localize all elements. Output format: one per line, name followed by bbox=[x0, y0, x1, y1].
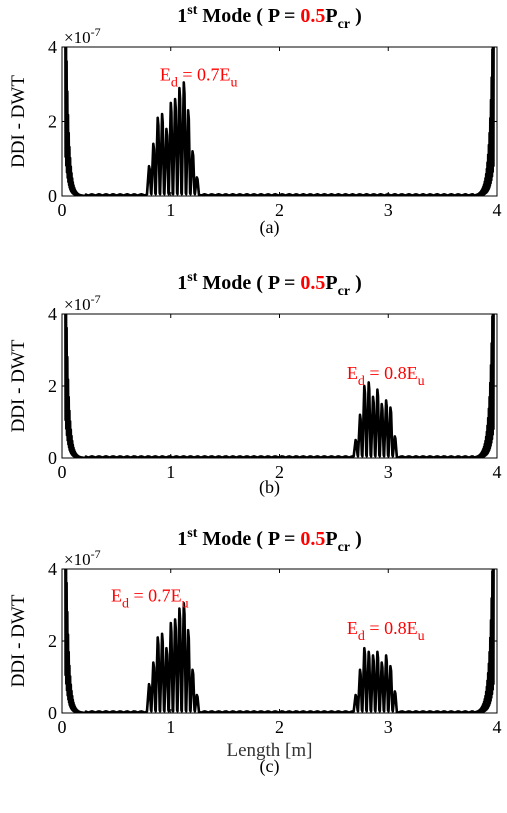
y-tick-label: 4 bbox=[48, 37, 57, 57]
y-exponent-label: ×10-7 bbox=[64, 292, 101, 314]
x-tick-label: 3 bbox=[384, 200, 393, 220]
x-tick-label: 2 bbox=[275, 462, 284, 482]
panel-title: 1st Mode ( P = 0.5Pcr ) bbox=[177, 270, 362, 299]
x-tick-label: 4 bbox=[493, 462, 502, 482]
annotation-label: Ed = 0.7Eu bbox=[160, 65, 238, 91]
x-tick-label: 1 bbox=[166, 200, 175, 220]
x-tick-label: 3 bbox=[384, 462, 393, 482]
panel-label: (a) bbox=[260, 217, 280, 238]
x-tick-label: 4 bbox=[493, 717, 502, 737]
y-tick-label: 2 bbox=[48, 631, 57, 651]
annotation-label: Ed = 0.8Eu bbox=[347, 618, 425, 644]
x-tick-label: 0 bbox=[58, 462, 67, 482]
panel-title: 1st Mode ( P = 0.5Pcr ) bbox=[177, 526, 362, 555]
y-axis-label: DDI - DWT bbox=[8, 594, 29, 687]
series-line bbox=[64, 47, 495, 196]
x-tick-label: 1 bbox=[166, 462, 175, 482]
panel-3: 0 1 2 3 4 0 2 4 ×10-7 DDI - DWT 1st Mode ( P = 0.5… bbox=[8, 526, 502, 777]
y-tick-label: 0 bbox=[48, 703, 57, 723]
panel-label: (b) bbox=[259, 477, 280, 498]
x-tick-label: 1 bbox=[166, 717, 175, 737]
panel-2: 0 1 2 3 4 0 2 4 ×10-7 DDI - DWT 1st Mode ( P = 0.5… bbox=[8, 270, 502, 498]
x-tick-label: 2 bbox=[275, 200, 284, 220]
y-tick-label: 4 bbox=[48, 559, 57, 579]
axes-box bbox=[61, 46, 498, 197]
x-tick-label: 4 bbox=[493, 200, 502, 220]
y-tick-label: 2 bbox=[48, 112, 57, 132]
y-tick-label: 0 bbox=[48, 448, 57, 468]
axes-box bbox=[61, 313, 498, 459]
y-tick-label: 2 bbox=[48, 376, 57, 396]
y-axis-label: DDI - DWT bbox=[8, 75, 29, 168]
x-tick-label: 3 bbox=[384, 717, 393, 737]
panel-title: 1st Mode ( P = 0.5Pcr ) bbox=[177, 3, 362, 32]
panel-label: (c) bbox=[260, 756, 280, 777]
y-exponent-label: ×10-7 bbox=[64, 547, 101, 569]
y-tick-label: 4 bbox=[48, 304, 57, 324]
annotation-label: Ed = 0.8Eu bbox=[347, 363, 425, 389]
series-line bbox=[64, 314, 495, 458]
x-tick-label: 0 bbox=[58, 717, 67, 737]
x-tick-label: 2 bbox=[275, 717, 284, 737]
y-axis-label: DDI - DWT bbox=[8, 339, 29, 432]
x-tick-label: 0 bbox=[58, 200, 67, 220]
x-axis-label: Length [m] bbox=[226, 740, 312, 761]
series-line bbox=[64, 569, 495, 713]
y-tick-label: 0 bbox=[48, 186, 57, 206]
panel-1: 0 1 2 3 4 0 2 4 ×10-7 DDI - DWT 1st Mode ( P = 0.5… bbox=[8, 3, 502, 238]
axes-box bbox=[61, 568, 498, 714]
y-exponent-label: ×10-7 bbox=[64, 25, 101, 47]
annotation-label: Ed = 0.7Eu bbox=[111, 585, 189, 611]
